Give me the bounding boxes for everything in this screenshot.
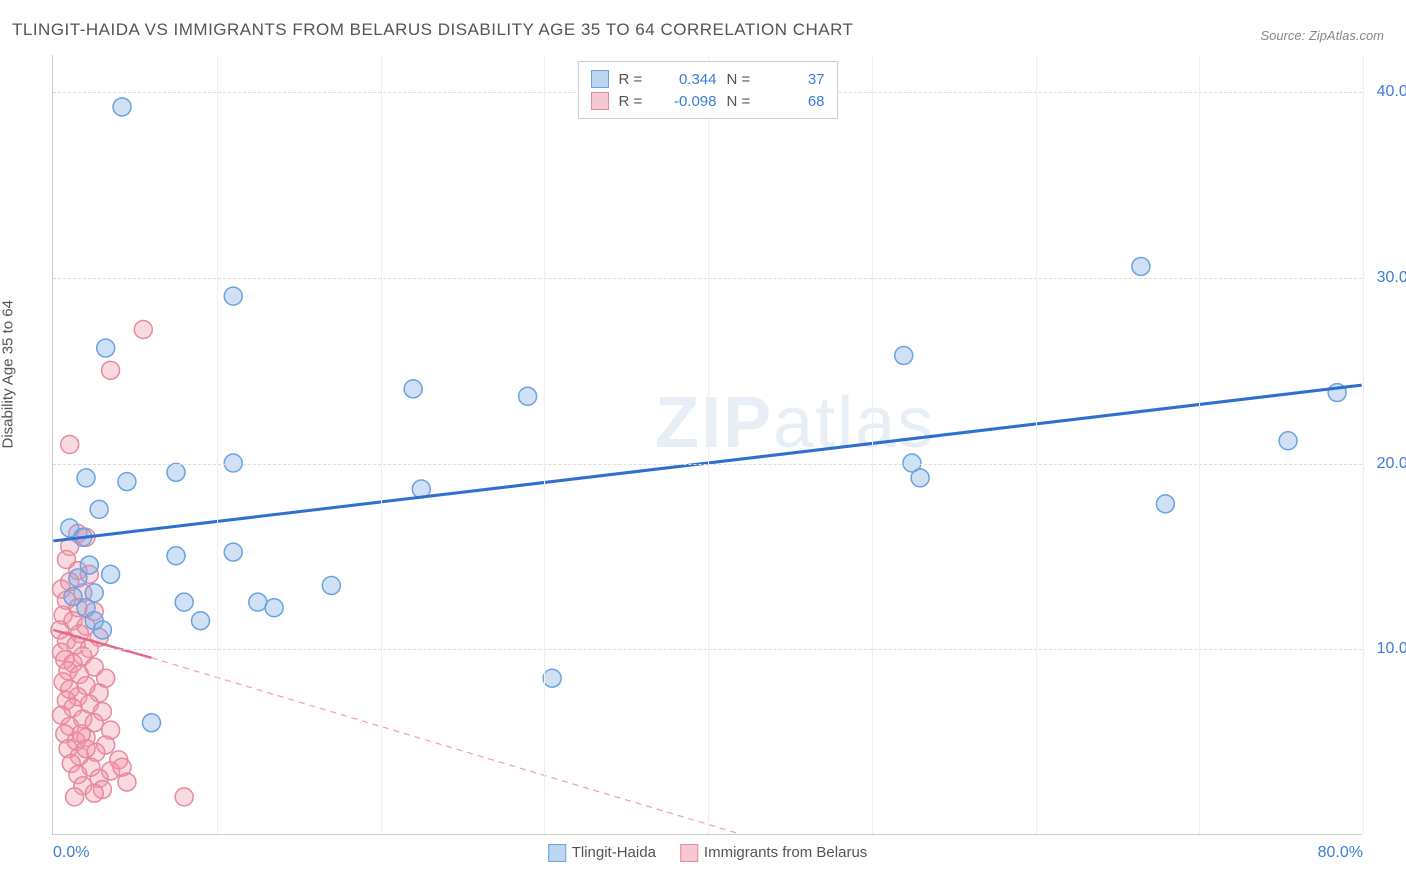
data-point xyxy=(85,784,103,802)
legend-series-names: Tlingit-Haida Immigrants from Belarus xyxy=(548,844,868,862)
r-value-1: 0.344 xyxy=(657,71,717,88)
data-point xyxy=(142,714,160,732)
data-point xyxy=(90,500,108,518)
trend-line xyxy=(151,658,740,834)
data-point xyxy=(404,380,422,398)
data-point xyxy=(224,287,242,305)
r-label: R = xyxy=(619,71,647,88)
data-point xyxy=(265,599,283,617)
data-point xyxy=(113,758,131,776)
legend-swatch-2 xyxy=(591,92,609,110)
y-tick-label: 30.0% xyxy=(1377,269,1406,287)
data-point xyxy=(113,98,131,116)
data-point xyxy=(134,321,152,339)
n-value-2: 68 xyxy=(765,93,825,110)
grid-line-v xyxy=(217,55,218,834)
data-point xyxy=(80,556,98,574)
grid-line-v xyxy=(1363,55,1364,834)
legend-correlation-box: R = 0.344 N = 37 R = -0.098 N = 68 xyxy=(578,61,838,119)
legend-swatch-1 xyxy=(591,70,609,88)
data-point xyxy=(167,547,185,565)
data-point xyxy=(102,565,120,583)
data-point xyxy=(64,588,82,606)
grid-line-v xyxy=(1199,55,1200,834)
y-tick-label: 40.0% xyxy=(1377,83,1406,101)
data-point xyxy=(1156,495,1174,513)
n-label: N = xyxy=(727,71,755,88)
data-point xyxy=(66,788,84,806)
data-point xyxy=(77,469,95,487)
grid-line-v xyxy=(381,55,382,834)
y-axis-label: Disability Age 35 to 64 xyxy=(0,300,17,448)
legend-row-series-2: R = -0.098 N = 68 xyxy=(591,90,825,112)
data-point xyxy=(175,788,193,806)
legend-label-1: Tlingit-Haida xyxy=(572,844,656,861)
data-point xyxy=(93,621,111,639)
grid-line-v xyxy=(708,55,709,834)
data-point xyxy=(192,612,210,630)
y-tick-label: 10.0% xyxy=(1377,640,1406,658)
data-point xyxy=(61,436,79,454)
grid-line-v xyxy=(872,55,873,834)
x-tick-label: 0.0% xyxy=(53,844,89,862)
data-point xyxy=(543,669,561,687)
r-value-2: -0.098 xyxy=(657,93,717,110)
source-attribution: Source: ZipAtlas.com xyxy=(1260,28,1384,43)
chart-title: TLINGIT-HAIDA VS IMMIGRANTS FROM BELARUS… xyxy=(12,20,853,40)
data-point xyxy=(97,339,115,357)
n-label: N = xyxy=(727,93,755,110)
y-tick-label: 20.0% xyxy=(1377,455,1406,473)
legend-item-1: Tlingit-Haida xyxy=(548,844,656,862)
legend-swatch-bottom-2 xyxy=(680,844,698,862)
x-tick-label: 80.0% xyxy=(1318,844,1363,862)
n-value-1: 37 xyxy=(765,71,825,88)
chart-plot-area: ZIPatlas R = 0.344 N = 37 R = -0.098 N =… xyxy=(52,55,1362,835)
data-point xyxy=(1279,432,1297,450)
data-point xyxy=(911,469,929,487)
data-point xyxy=(175,593,193,611)
legend-item-2: Immigrants from Belarus xyxy=(680,844,867,862)
data-point xyxy=(167,463,185,481)
legend-label-2: Immigrants from Belarus xyxy=(704,844,867,861)
data-point xyxy=(72,725,90,743)
data-point xyxy=(224,543,242,561)
data-point xyxy=(118,473,136,491)
data-point xyxy=(895,346,913,364)
data-point xyxy=(519,387,537,405)
legend-swatch-bottom-1 xyxy=(548,844,566,862)
grid-line-v xyxy=(544,55,545,834)
r-label: R = xyxy=(619,93,647,110)
data-point xyxy=(102,361,120,379)
data-point xyxy=(322,576,340,594)
data-point xyxy=(1132,257,1150,275)
grid-line-v xyxy=(1036,55,1037,834)
legend-row-series-1: R = 0.344 N = 37 xyxy=(591,68,825,90)
data-point xyxy=(249,593,267,611)
